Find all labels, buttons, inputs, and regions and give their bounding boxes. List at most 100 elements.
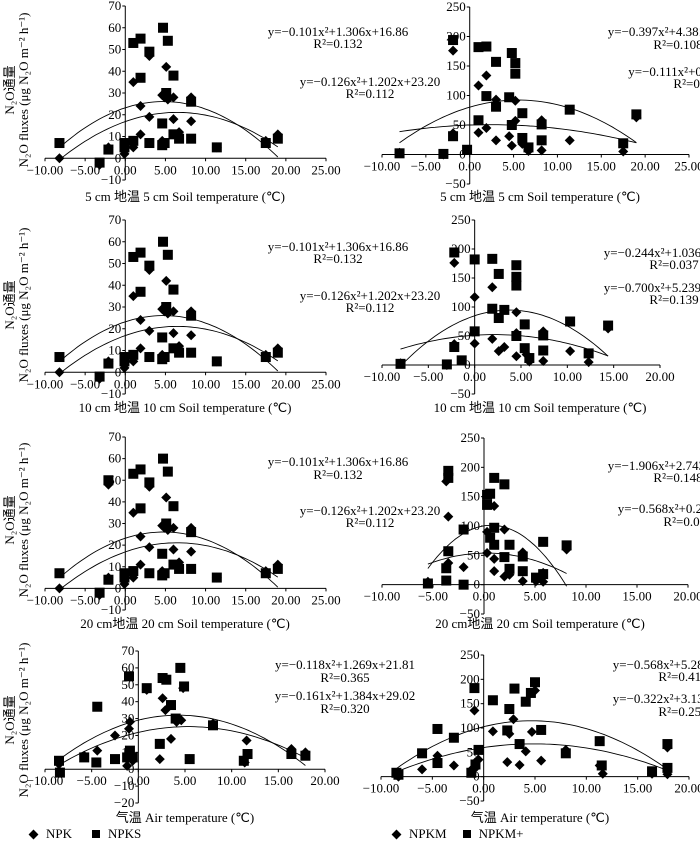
x-tick-label: 5.00 xyxy=(174,773,197,788)
data-point-npkm-plus xyxy=(517,132,528,143)
x-tick-label: 20.00 xyxy=(271,592,300,607)
data-point-npks xyxy=(174,563,185,574)
data-point-npkm-plus xyxy=(538,330,549,341)
y-tick-label: 50 xyxy=(108,256,121,271)
data-point-npks xyxy=(211,572,222,583)
data-point-npkm-plus xyxy=(502,725,513,736)
data-point-npk xyxy=(157,693,168,704)
data-point-npkm-plus xyxy=(432,723,443,734)
fit-r-squared: R²=0.148 xyxy=(653,470,700,485)
data-point-npkm-plus xyxy=(511,331,522,341)
y-axis-title-cn: N₂O通量 xyxy=(2,65,17,114)
x-tick-label: 25.00 xyxy=(311,592,340,607)
y-tick-label: 100 xyxy=(446,88,466,103)
data-point-npkm xyxy=(526,726,537,737)
x-axis-title: 10 cm 地温 10 cm Soil temperature (℃) xyxy=(434,400,647,415)
square-marker-icon xyxy=(92,830,101,838)
data-point-npkm xyxy=(597,768,608,779)
data-point-npkm xyxy=(489,566,500,577)
fit-r-squared: R²=0.256 xyxy=(658,704,700,719)
data-point-npks xyxy=(186,310,197,321)
data-point-npkm xyxy=(469,338,480,349)
y-tick-label: 0 xyxy=(128,761,135,776)
data-point-npkm-plus xyxy=(514,739,525,750)
data-point-npkm xyxy=(469,292,480,303)
y-tick-label: 30 xyxy=(108,85,121,100)
x-tick-label: 15.00 xyxy=(623,781,652,796)
x-tick-label: −10.00 xyxy=(27,592,64,607)
data-point-npks xyxy=(103,358,114,369)
data-point-npkm-plus xyxy=(432,758,443,769)
data-point-npks xyxy=(186,347,197,358)
y-tick-label: 70 xyxy=(108,212,121,227)
data-point-npkm xyxy=(511,307,522,318)
data-point-npks xyxy=(135,286,146,297)
data-point-npks xyxy=(158,453,169,464)
data-point-npkm xyxy=(538,355,549,366)
data-point-npkm-plus xyxy=(560,748,571,759)
x-tick-label: 15.00 xyxy=(599,369,628,384)
data-point-npkm xyxy=(618,146,629,157)
data-point-npks xyxy=(184,754,195,765)
x-tick-label: 5.00 xyxy=(510,369,533,384)
data-point-npk xyxy=(135,531,146,542)
data-point-npk xyxy=(168,114,179,125)
x-tick-label: 0.00 xyxy=(473,589,496,604)
data-point-npkm-plus xyxy=(519,343,530,354)
data-point-npks xyxy=(128,37,139,48)
data-point-npks xyxy=(144,46,155,57)
data-point-npkm-plus xyxy=(499,479,510,490)
x-tick-label: 25.00 xyxy=(311,162,340,177)
data-point-npks xyxy=(186,96,197,107)
chart-panel-middle1-left: −10.00 −5.00 0.00 5.00 10.00 15.00 20.00 25.00 −… xyxy=(2,212,440,415)
x-tick-label: 5.00 xyxy=(154,592,177,607)
data-point-npkm-plus xyxy=(506,120,517,130)
data-point-npkm xyxy=(504,131,515,142)
y-tick-label: 60 xyxy=(108,451,121,466)
data-point-npks xyxy=(127,752,138,763)
data-point-npkm-plus xyxy=(499,552,510,563)
x-tick-label: 20.00 xyxy=(673,589,700,604)
data-point-npkm xyxy=(487,282,498,293)
data-point-npkm-plus xyxy=(491,56,502,67)
data-point-npk xyxy=(186,546,197,557)
data-point-npks xyxy=(300,750,311,761)
data-point-npks xyxy=(162,249,173,260)
data-point-npkm-plus xyxy=(469,326,480,337)
y-tick-label: 0 xyxy=(115,580,122,595)
data-point-npkm-plus xyxy=(443,465,454,476)
y-tick-label: 150 xyxy=(446,58,466,73)
data-point-npkm-plus xyxy=(466,767,477,778)
data-point-npkm-plus xyxy=(536,724,547,735)
data-point-npk xyxy=(186,116,197,127)
data-point-npkm xyxy=(499,524,510,535)
legend-label-npkm-plus: NPKM+ xyxy=(478,826,524,841)
data-point-npkm-plus xyxy=(511,280,522,291)
data-point-npkm-plus xyxy=(441,359,452,370)
data-point-npkm xyxy=(417,764,428,775)
fit-curve-npks xyxy=(59,111,279,160)
data-point-npk xyxy=(54,153,65,164)
x-tick-label: 0.00 xyxy=(458,159,481,174)
data-point-npkm-plus xyxy=(443,472,454,483)
data-point-npk xyxy=(124,716,135,727)
data-point-npks xyxy=(260,138,271,149)
x-tick-label: 5.00 xyxy=(524,781,547,796)
data-point-npk xyxy=(144,542,155,553)
data-point-npks xyxy=(119,356,130,367)
data-point-npk xyxy=(144,111,155,122)
y-tick-label: 250 xyxy=(461,430,481,445)
data-point-npkm-plus xyxy=(647,766,658,777)
data-point-npkm xyxy=(443,511,454,522)
data-point-npkm-plus xyxy=(523,142,534,153)
data-point-npks xyxy=(91,757,102,768)
data-point-npks xyxy=(174,133,185,144)
data-point-npks xyxy=(158,22,169,33)
data-point-npks xyxy=(54,767,65,778)
data-point-npkm-plus xyxy=(511,260,522,271)
data-point-npkm-plus xyxy=(536,119,547,130)
data-point-npks xyxy=(286,749,297,760)
fit-equation: y=−0.700x²+5.239x+84.88 xyxy=(604,280,700,295)
data-point-npkm xyxy=(473,127,484,138)
x-tick-label: −5.00 xyxy=(417,781,447,796)
